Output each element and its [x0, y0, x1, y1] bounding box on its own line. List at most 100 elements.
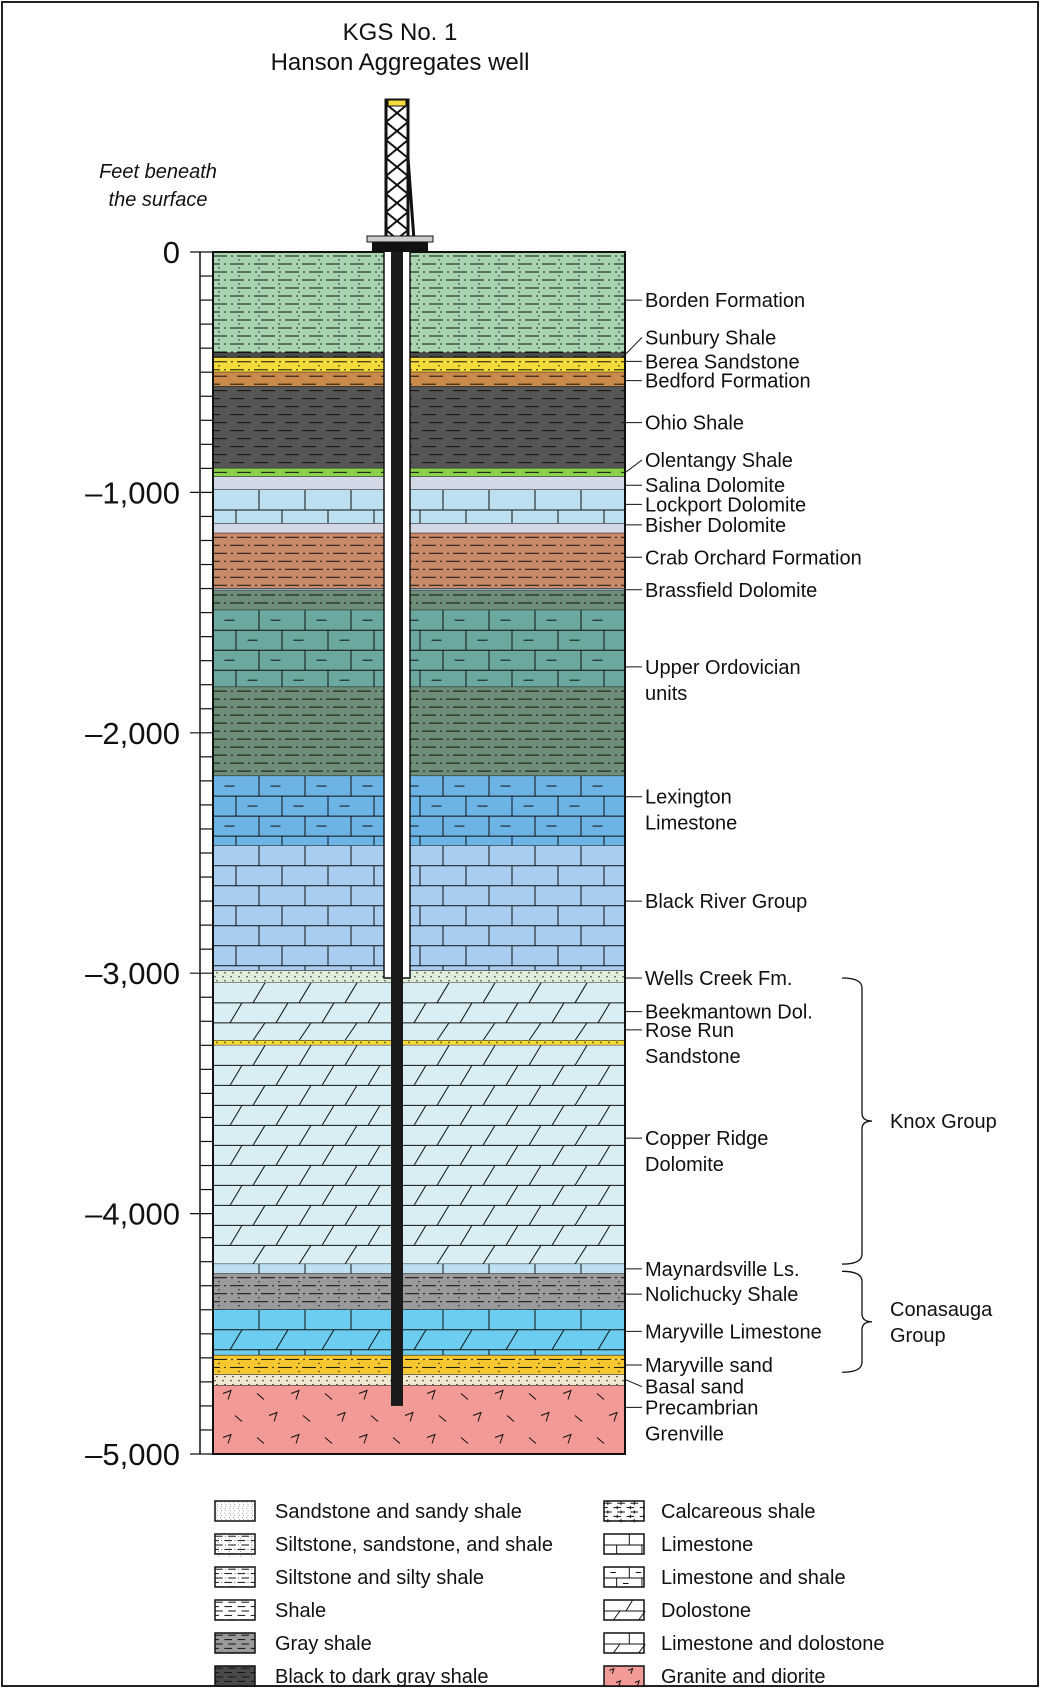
- legend-item: Black to dark gray shale: [214, 1665, 488, 1688]
- depth-axis-label-1: Feet beneath: [99, 161, 217, 183]
- legend-item: Granite and diorite: [603, 1665, 826, 1688]
- group-bracket: [841, 1270, 873, 1373]
- depth-tick-label: –4,000: [85, 1197, 180, 1232]
- legend-item: Siltstone and silty shale: [214, 1566, 484, 1589]
- legend-label: Siltstone and silty shale: [275, 1567, 484, 1589]
- unit-24: [213, 1374, 625, 1386]
- legend-item: Dolostone: [603, 1599, 751, 1622]
- legend-label: Limestone and shale: [661, 1567, 846, 1589]
- legend-label: Black to dark gray shale: [275, 1666, 488, 1688]
- title-line-1: KGS No. 1: [343, 19, 458, 46]
- unit-0: [213, 252, 625, 357]
- derrick-icon: [366, 98, 434, 252]
- unit-22: [213, 1309, 625, 1356]
- unit-2: [213, 357, 625, 375]
- unit-6: [213, 476, 625, 491]
- unit-label: Grenville: [645, 1423, 724, 1445]
- stratigraphic-column: [213, 252, 625, 1454]
- legend-label: Calcareous shale: [661, 1501, 816, 1523]
- legend-item: Limestone and dolostone: [603, 1632, 885, 1655]
- legend-label: Shale: [275, 1600, 326, 1622]
- group-bracket: [841, 977, 873, 1265]
- unit-3: [213, 372, 625, 388]
- unit-label: units: [645, 683, 687, 705]
- legend-label: Gray shale: [275, 1633, 372, 1655]
- unit-label: Ohio Shale: [645, 413, 744, 435]
- unit-4: [213, 386, 625, 469]
- legend-label: Granite and diorite: [661, 1666, 826, 1688]
- group-label: Conasauga: [890, 1299, 993, 1321]
- group-brackets: Knox Group Conasauga Group: [841, 977, 997, 1373]
- legend-item: Sandstone and sandy shale: [214, 1500, 522, 1523]
- unit-label: Sandstone: [645, 1046, 741, 1068]
- depth-tick-label: 0: [163, 235, 180, 270]
- unit-label: Bisher Dolomite: [645, 515, 786, 537]
- unit-label: Precambrian: [645, 1397, 758, 1419]
- drill-string: [391, 248, 403, 1406]
- group-label: Knox Group: [890, 1111, 997, 1133]
- unit-11: [213, 590, 625, 611]
- unit-14: [213, 776, 625, 847]
- unit-label: Black River Group: [645, 891, 807, 913]
- unit-label: Borden Formation: [645, 290, 805, 312]
- unit-9: [213, 533, 625, 590]
- unit-label: Salina Dolomite: [645, 475, 785, 497]
- unit-25: [213, 1385, 625, 1454]
- depth-tick-label: –3,000: [85, 956, 180, 991]
- unit-label: Berea Sandstone: [645, 351, 800, 373]
- depth-tick-label: –1,000: [85, 475, 180, 510]
- unit-label: Bedford Formation: [645, 371, 811, 393]
- legend-label: Siltstone, sandstone, and shale: [275, 1534, 553, 1556]
- unit-15: [213, 845, 625, 972]
- depth-axis-label-2: the surface: [109, 189, 208, 211]
- unit-13: [213, 687, 625, 777]
- legend-item: Calcareous shale: [603, 1500, 816, 1523]
- unit-label: Crab Orchard Formation: [645, 547, 862, 569]
- unit-label: Lockport Dolomite: [645, 494, 806, 516]
- unit-label: Beekmantown Dol.: [645, 1002, 813, 1024]
- unit-20: [213, 1264, 625, 1275]
- legend-item: Limestone and shale: [603, 1566, 846, 1589]
- unit-label: Dolomite: [645, 1154, 724, 1176]
- lithology-legend: Sandstone and sandy shale Siltstone, sand…: [214, 1500, 885, 1688]
- unit-label: Basal sand: [645, 1377, 744, 1399]
- unit-label: Copper Ridge: [645, 1128, 768, 1150]
- unit-label: Brassfield Dolomite: [645, 580, 817, 602]
- depth-tick-label: –2,000: [85, 716, 180, 751]
- unit-label: Nolichucky Shale: [645, 1284, 798, 1306]
- unit-label: Wells Creek Fm.: [645, 968, 792, 990]
- unit-label: Olentangy Shale: [645, 450, 793, 472]
- unit-label: Upper Ordovician: [645, 657, 801, 679]
- legend-item: Siltstone, sandstone, and shale: [214, 1533, 553, 1557]
- legend-label: Limestone and dolostone: [661, 1633, 885, 1655]
- unit-23: [213, 1355, 625, 1376]
- depth-axis: 0 –1,000 –2,000 –3,000 –4,000 –5,000: [85, 235, 213, 1472]
- unit-16: [213, 970, 625, 984]
- legend-label: Sandstone and sandy shale: [275, 1501, 522, 1523]
- well-bore: [366, 98, 434, 1406]
- unit-12: [213, 610, 625, 688]
- depth-tick-label: –5,000: [85, 1437, 180, 1472]
- unit-19: [213, 1045, 625, 1265]
- legend-label: Dolostone: [661, 1600, 751, 1622]
- legend-item: Gray shale: [214, 1632, 372, 1655]
- unit-10: [213, 588, 625, 592]
- unit-18: [213, 1040, 625, 1046]
- unit-label: Maryville sand: [645, 1355, 773, 1377]
- group-label: Group: [890, 1325, 946, 1347]
- unit-7: [213, 489, 625, 525]
- unit-label: Lexington: [645, 787, 732, 809]
- unit-8: [213, 523, 625, 534]
- unit-label: Rose Run: [645, 1020, 734, 1042]
- legend-item: Shale: [214, 1599, 326, 1622]
- unit-21: [213, 1273, 625, 1315]
- unit-label: Sunbury Shale: [645, 327, 776, 349]
- unit-1: [213, 352, 625, 359]
- legend-item: Limestone: [603, 1533, 753, 1556]
- unit-label: Maynardsville Ls.: [645, 1259, 800, 1281]
- unit-label: Limestone: [645, 813, 737, 835]
- title-line-2: Hanson Aggregates well: [271, 49, 530, 76]
